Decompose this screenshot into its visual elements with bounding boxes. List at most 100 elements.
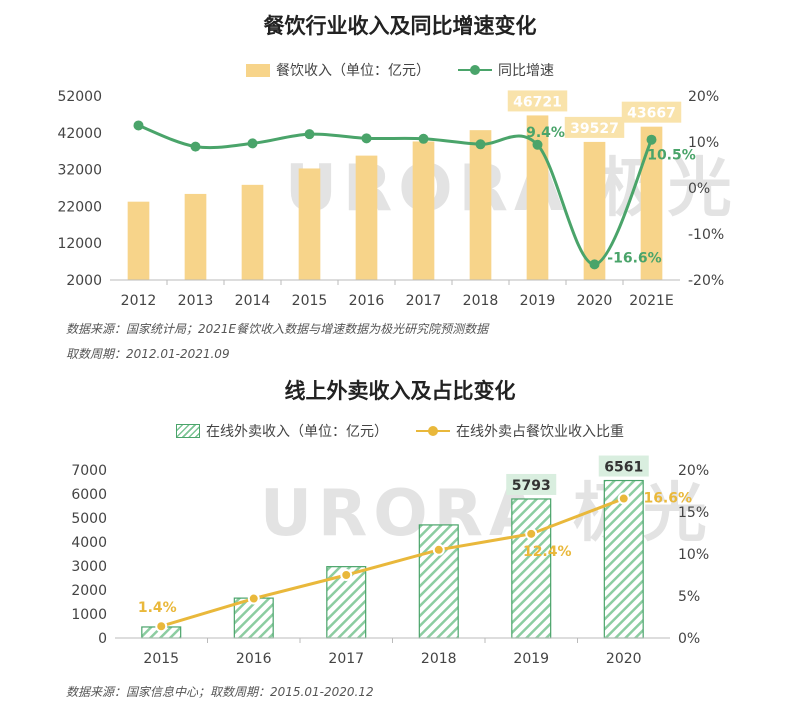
x-tick-label: 2018 (463, 293, 499, 309)
chart1-period: 取数周期：2012.01-2021.09 (66, 347, 230, 361)
y-right-tick-label: 5% (678, 589, 700, 605)
line-point (646, 134, 657, 145)
legend-hatch-swatch (176, 424, 200, 438)
bar (241, 184, 264, 280)
x-tick-label: 2018 (421, 651, 457, 667)
y-left-tick-label: 5000 (71, 511, 107, 527)
line-point (589, 259, 600, 270)
line-data-label: 10.5% (647, 148, 696, 164)
x-tick-label: 2019 (513, 651, 549, 667)
bar (583, 141, 606, 280)
line-point (247, 138, 258, 149)
chart2-legend-line[interactable]: 在线外卖占餐饮业收入比重 (416, 421, 624, 441)
x-tick-label: 2017 (328, 651, 364, 667)
y-left-tick-label: 2000 (66, 273, 102, 289)
line-point (418, 133, 429, 144)
bar (418, 524, 459, 639)
line-point (432, 543, 445, 556)
y-left-tick-label: 32000 (57, 163, 102, 179)
legend-bar-label: 餐饮收入（单位：亿元） (276, 63, 430, 79)
x-tick-label: 2016 (349, 293, 385, 309)
line-data-label: 1.4% (138, 600, 177, 616)
legend-line-swatch (458, 64, 492, 76)
y-right-tick-label: 0% (688, 181, 710, 197)
line-point (617, 492, 630, 505)
line-data-label: 9.4% (526, 125, 565, 141)
y-right-tick-label: 0% (678, 631, 700, 647)
x-tick-label: 2017 (406, 293, 442, 309)
bar (640, 126, 663, 280)
line-point (304, 129, 315, 140)
line-series (160, 497, 625, 628)
y-left-tick-label: 3000 (71, 559, 107, 575)
line-point (133, 120, 144, 131)
y-left-tick-label: 12000 (57, 236, 102, 252)
bar-data-label: 39527 (570, 121, 619, 137)
line-point (361, 133, 372, 144)
line-point (532, 139, 543, 150)
x-tick-label: 2021E (629, 293, 673, 309)
line-data-label: 12.4% (523, 544, 572, 560)
chart2-legend: 在线外卖收入（单位：亿元） 在线外卖占餐饮业收入比重 (0, 421, 800, 441)
bar-data-label-bg (507, 90, 568, 112)
bar-data-label-bg (506, 473, 557, 495)
chart1-source: 数据来源：国家统计局；2021E餐饮收入数据与增速数据为极光研究院预测数据 (66, 322, 489, 336)
line-point (190, 141, 201, 152)
bar (355, 155, 378, 280)
chart1-legend-line[interactable]: 同比增速 (458, 60, 554, 80)
bar-data-label: 5793 (512, 478, 551, 494)
bar-data-label-bg (598, 455, 649, 477)
bar-data-label-bg (564, 116, 625, 138)
bar-data-label: 43667 (627, 106, 676, 122)
chart2-source: 数据来源：国家信息中心；取数周期：2015.01-2020.12 (66, 685, 374, 699)
x-tick-label: 2015 (292, 293, 328, 309)
chart2-plot: URORA 极光 0 1000 2000 3000 4000 5000 6000 7000 0% 5… (71, 455, 713, 667)
legend-line-swatch (416, 425, 450, 437)
bar-data-label: 6561 (604, 460, 643, 476)
y-left-tick-label: 4000 (71, 535, 107, 551)
x-tick-label: 2016 (236, 651, 272, 667)
x-tick-label: 2014 (235, 293, 271, 309)
y-left-tick-label: 52000 (57, 89, 102, 105)
line-data-label: -16.6% (607, 250, 661, 266)
y-left-tick-label: 6000 (71, 487, 107, 503)
y-right-tick-label: -20% (688, 273, 724, 289)
y-right-tick-label: 15% (678, 505, 709, 521)
y-right-tick-label: 20% (688, 89, 719, 105)
bar-data-label: 46721 (513, 94, 562, 110)
chart2-title: 线上外卖收入及占比变化 (284, 379, 516, 403)
bar (298, 168, 321, 280)
y-right-tick-label: -10% (688, 227, 724, 243)
y-left-tick-label: 2000 (71, 583, 107, 599)
x-tick-label: 2019 (520, 293, 556, 309)
y-left-tick-label: 42000 (57, 126, 102, 142)
bar (469, 130, 492, 280)
bar (603, 479, 644, 639)
bar-data-label-bg (621, 101, 682, 123)
line-data-label: 16.6% (643, 491, 692, 507)
chart1-legend-bar[interactable]: 餐饮收入（单位：亿元） (246, 60, 430, 80)
legend-bar-swatch (246, 63, 270, 77)
chart1-plot: URORA 极光20001200022000320004200052000-20… (57, 89, 731, 309)
line-point (247, 592, 260, 605)
legend-line-label: 在线外卖占餐饮业收入比重 (456, 424, 624, 440)
line-point (155, 620, 168, 633)
chart1-title: 餐饮行业收入及同比增速变化 (263, 14, 537, 38)
bar (184, 193, 207, 280)
line-point (475, 139, 486, 150)
legend-bar-label: 在线外卖收入（单位：亿元） (206, 424, 388, 440)
y-left-tick-label: 0 (98, 631, 107, 647)
y-right-tick-label: 10% (688, 135, 719, 151)
chart2-legend-bar[interactable]: 在线外卖收入（单位：亿元） (176, 421, 388, 441)
line-point (525, 527, 538, 540)
x-tick-label: 2020 (577, 293, 613, 309)
watermark: URORA 极光 (260, 477, 713, 551)
x-tick-label: 2020 (606, 651, 642, 667)
x-tick-label: 2012 (121, 293, 157, 309)
y-right-tick-label: 10% (678, 547, 709, 563)
legend-line-label: 同比增速 (498, 63, 554, 79)
line-point (340, 569, 353, 581)
bar (233, 597, 274, 639)
bar (127, 201, 150, 280)
chart1-legend: 餐饮收入（单位：亿元） 同比增速 (0, 60, 800, 80)
